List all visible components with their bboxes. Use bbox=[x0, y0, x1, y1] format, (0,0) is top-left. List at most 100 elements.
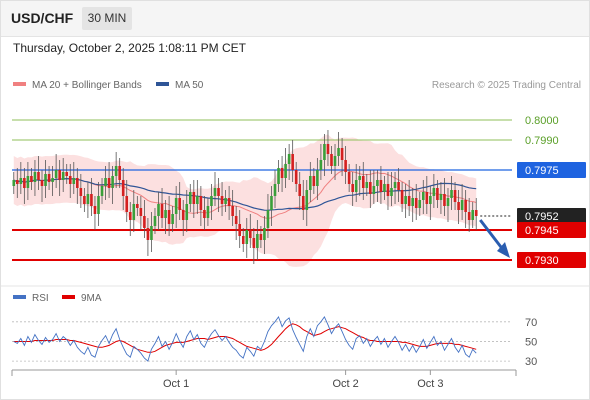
candle bbox=[26, 176, 30, 188]
forecast-arrowhead bbox=[497, 242, 510, 258]
forecast-arrow bbox=[479, 219, 506, 252]
candle bbox=[58, 170, 61, 180]
candle bbox=[227, 198, 231, 206]
candle bbox=[316, 170, 319, 186]
candle bbox=[118, 166, 121, 180]
rsi-tick-50: 50 bbox=[525, 336, 537, 348]
x-tick-label: Oct 1 bbox=[163, 378, 189, 390]
candle bbox=[90, 194, 93, 206]
candle bbox=[107, 178, 111, 188]
legend-9ma: 9MA bbox=[62, 293, 102, 304]
candle bbox=[464, 200, 467, 212]
candle bbox=[369, 182, 372, 194]
candle bbox=[252, 238, 256, 248]
rsi-swatch bbox=[13, 295, 26, 300]
candle bbox=[330, 154, 333, 166]
chart-datetime: Thursday, October 2, 2025 1:08:11 PM CET bbox=[13, 41, 247, 55]
level-tag-0.7945 bbox=[517, 222, 586, 238]
candle bbox=[309, 176, 312, 190]
candle bbox=[23, 178, 26, 188]
candle bbox=[450, 190, 453, 198]
candle bbox=[178, 198, 181, 210]
candle bbox=[153, 216, 157, 226]
candle bbox=[379, 180, 383, 192]
candle bbox=[15, 180, 19, 184]
candle bbox=[19, 178, 23, 184]
ma50-swatch bbox=[156, 82, 169, 87]
candle bbox=[351, 184, 354, 192]
candle bbox=[312, 176, 316, 186]
candle bbox=[104, 178, 107, 186]
level-label-0.7990: 0.7990 bbox=[525, 135, 559, 147]
candle bbox=[358, 176, 362, 180]
candle bbox=[241, 236, 245, 244]
candle bbox=[323, 144, 326, 160]
candle bbox=[12, 180, 16, 186]
candle bbox=[425, 192, 429, 204]
candle bbox=[383, 184, 386, 192]
candle bbox=[199, 196, 203, 210]
candle bbox=[196, 196, 199, 204]
candle bbox=[97, 196, 100, 214]
candle bbox=[429, 196, 432, 204]
candle bbox=[30, 176, 33, 182]
legend-ma50: MA 50 bbox=[156, 80, 203, 91]
candle bbox=[411, 198, 414, 206]
candle bbox=[47, 174, 51, 182]
candle bbox=[386, 184, 390, 196]
candle bbox=[164, 210, 167, 218]
level-label-0.7930: 0.7930 bbox=[525, 255, 559, 267]
credit-text: Research © 2025 Trading Central bbox=[431, 80, 581, 91]
level-tag-0.7952 bbox=[517, 208, 586, 224]
candle bbox=[298, 184, 302, 196]
candle bbox=[333, 156, 337, 166]
candle bbox=[400, 190, 404, 204]
candle bbox=[294, 170, 298, 184]
candle bbox=[284, 164, 287, 178]
candle bbox=[203, 210, 206, 218]
candle bbox=[337, 148, 340, 156]
candle bbox=[192, 192, 196, 204]
ma9-swatch bbox=[62, 295, 75, 300]
candle bbox=[224, 198, 227, 204]
candle bbox=[206, 206, 210, 218]
candle bbox=[460, 200, 464, 210]
candle bbox=[248, 230, 252, 238]
level-label-0.7975: 0.7975 bbox=[525, 165, 559, 177]
candle bbox=[40, 180, 44, 186]
candle bbox=[79, 188, 83, 196]
x-tick-label: Oct 3 bbox=[417, 378, 443, 390]
candle bbox=[143, 216, 146, 228]
symbol-label[interactable]: USD/CHF bbox=[11, 10, 74, 26]
candle bbox=[301, 196, 305, 210]
candle bbox=[273, 184, 277, 196]
candle bbox=[125, 196, 129, 212]
rsi-label: RSI bbox=[32, 293, 49, 304]
candle bbox=[280, 168, 284, 178]
ma20-label: MA 20 + Bollinger Bands bbox=[32, 80, 142, 91]
level-label-0.7952: 0.7952 bbox=[525, 211, 559, 223]
candle bbox=[185, 204, 189, 220]
legend-ma20: MA 20 + Bollinger Bands bbox=[13, 80, 142, 91]
candle bbox=[439, 194, 443, 200]
candle bbox=[365, 182, 369, 188]
ma9-label: 9MA bbox=[81, 293, 102, 304]
candle bbox=[157, 204, 160, 216]
candle bbox=[76, 178, 79, 188]
rsi-tick-70: 70 bbox=[525, 317, 537, 329]
level-tag-0.7975 bbox=[517, 162, 586, 178]
candle bbox=[245, 230, 249, 244]
x-tick-label: Oct 2 bbox=[332, 378, 358, 390]
level-label-0.7945: 0.7945 bbox=[525, 225, 559, 237]
candle bbox=[259, 234, 263, 240]
candle bbox=[376, 180, 379, 186]
candle bbox=[72, 178, 76, 184]
timeframe-button[interactable]: 30 MIN bbox=[82, 7, 132, 30]
candle bbox=[37, 172, 40, 180]
candle bbox=[436, 188, 439, 200]
candle bbox=[65, 172, 69, 176]
candle bbox=[287, 154, 291, 164]
candle bbox=[139, 208, 143, 216]
candle bbox=[432, 188, 436, 196]
